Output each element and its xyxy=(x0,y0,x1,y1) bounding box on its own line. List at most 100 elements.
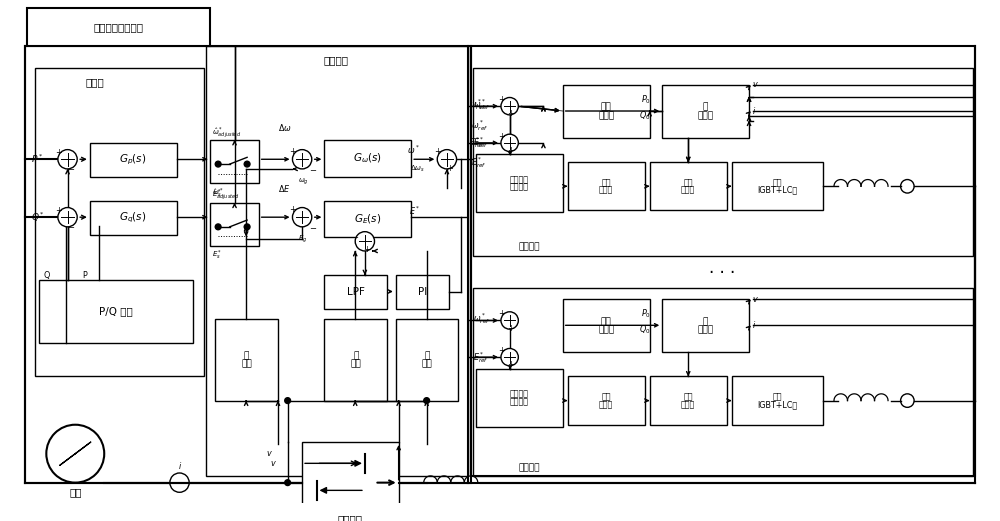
Bar xyxy=(302,442,399,510)
Text: $G_q(s)$: $G_q(s)$ xyxy=(119,210,147,225)
Text: 制器: 制器 xyxy=(601,392,611,401)
Text: $\Delta\omega$: $\Delta\omega$ xyxy=(278,122,292,133)
Text: 锁频: 锁频 xyxy=(350,359,361,368)
Circle shape xyxy=(285,480,291,486)
Text: 功率计: 功率计 xyxy=(698,111,714,120)
Bar xyxy=(473,68,973,256)
Text: 电压生成: 电压生成 xyxy=(510,175,529,184)
Text: +: + xyxy=(507,109,514,118)
Text: +: + xyxy=(434,147,441,156)
Text: 制器: 制器 xyxy=(683,178,693,187)
Bar xyxy=(396,318,458,401)
Text: $E^*_s$: $E^*_s$ xyxy=(212,249,222,263)
Text: $\Delta\omega_s$: $\Delta\omega_s$ xyxy=(410,164,425,174)
Text: $E_g$: $E_g$ xyxy=(298,233,308,245)
Text: 制器: 制器 xyxy=(601,178,611,187)
Text: $-$: $-$ xyxy=(309,222,317,231)
Bar xyxy=(662,299,749,352)
Text: IGBT+LC滤: IGBT+LC滤 xyxy=(757,185,798,194)
Circle shape xyxy=(501,312,518,329)
Bar xyxy=(324,318,387,401)
Bar xyxy=(650,162,727,210)
Text: 波器: 波器 xyxy=(773,178,782,187)
Text: $P_0$: $P_0$ xyxy=(641,307,651,320)
Text: +: + xyxy=(55,148,62,157)
Text: +: + xyxy=(498,346,505,355)
Text: 环: 环 xyxy=(244,351,249,360)
Circle shape xyxy=(501,97,518,115)
Circle shape xyxy=(437,150,457,169)
Text: P/Q 计算: P/Q 计算 xyxy=(99,306,133,316)
Circle shape xyxy=(58,207,77,227)
Bar xyxy=(210,203,259,246)
Text: +: + xyxy=(507,361,514,369)
Circle shape xyxy=(244,224,250,230)
Bar xyxy=(90,143,177,177)
Bar xyxy=(732,162,823,210)
Text: $-$: $-$ xyxy=(309,165,317,173)
Bar xyxy=(650,377,727,425)
Bar xyxy=(396,275,449,309)
Bar xyxy=(210,140,259,183)
Text: 下垂控: 下垂控 xyxy=(598,326,614,334)
Circle shape xyxy=(244,161,250,167)
Circle shape xyxy=(285,398,291,403)
Circle shape xyxy=(424,398,430,403)
Text: 三层控制: 三层控制 xyxy=(518,243,540,252)
Text: 电流控: 电流控 xyxy=(681,400,695,409)
Text: $Q^*$: $Q^*$ xyxy=(31,210,45,224)
Text: $-$: $-$ xyxy=(351,231,359,240)
Text: 主控层: 主控层 xyxy=(85,77,104,87)
Text: +: + xyxy=(446,165,453,173)
Text: +: + xyxy=(498,95,505,104)
Text: 下垂控: 下垂控 xyxy=(598,111,614,120)
Text: Q: Q xyxy=(43,270,50,280)
Text: $\omega^*_{ref}$: $\omega^*_{ref}$ xyxy=(469,97,486,111)
Text: $-$: $-$ xyxy=(67,164,75,172)
Bar xyxy=(27,8,210,46)
Bar xyxy=(732,377,823,425)
Text: $E^*_{ref}$: $E^*_{ref}$ xyxy=(471,155,487,170)
Bar xyxy=(568,377,645,425)
Circle shape xyxy=(292,150,312,169)
Circle shape xyxy=(501,134,518,152)
Text: 电网: 电网 xyxy=(69,487,82,497)
Text: 锁相: 锁相 xyxy=(241,359,252,368)
Text: +: + xyxy=(498,309,505,318)
Text: $\Delta E$: $\Delta E$ xyxy=(278,183,291,194)
Text: v: v xyxy=(271,459,276,468)
Text: +: + xyxy=(498,132,505,141)
Bar xyxy=(662,85,749,138)
Text: $\omega^*_s$: $\omega^*_s$ xyxy=(212,187,224,200)
Bar xyxy=(473,288,973,476)
Circle shape xyxy=(501,349,518,366)
Text: +: + xyxy=(507,324,514,333)
Text: +: + xyxy=(289,147,296,156)
Bar xyxy=(35,68,204,377)
Bar xyxy=(25,46,471,482)
Text: IGBT+LC滤: IGBT+LC滤 xyxy=(757,400,798,409)
Bar xyxy=(206,46,468,476)
Text: 电压生成: 电压生成 xyxy=(510,389,529,399)
Circle shape xyxy=(58,150,77,169)
Text: 三相参考: 三相参考 xyxy=(510,183,529,192)
Text: $E^*_{ref}$: $E^*_{ref}$ xyxy=(469,135,485,151)
Text: 算: 算 xyxy=(703,317,708,326)
Text: +: + xyxy=(289,205,296,214)
Circle shape xyxy=(215,161,221,167)
Text: v: v xyxy=(266,449,271,458)
Text: $G_E(s)$: $G_E(s)$ xyxy=(354,213,382,226)
Text: $E^*_{ref}$: $E^*_{ref}$ xyxy=(473,350,488,365)
Text: $Q_0$: $Q_0$ xyxy=(639,324,651,337)
Text: 三层控制: 三层控制 xyxy=(518,464,540,473)
Text: 算: 算 xyxy=(703,103,708,111)
Text: $E^*_{ref}$: $E^*_{ref}$ xyxy=(473,135,488,151)
Bar xyxy=(471,46,975,476)
Text: $\omega_g$: $\omega_g$ xyxy=(298,176,308,187)
Text: $\omega^*$: $\omega^*$ xyxy=(407,143,420,156)
Text: . . .: . . . xyxy=(709,259,735,277)
Text: $P^*$: $P^*$ xyxy=(31,153,43,166)
Text: 制器: 制器 xyxy=(601,317,612,326)
Text: v: v xyxy=(753,80,758,90)
Bar xyxy=(324,275,387,309)
